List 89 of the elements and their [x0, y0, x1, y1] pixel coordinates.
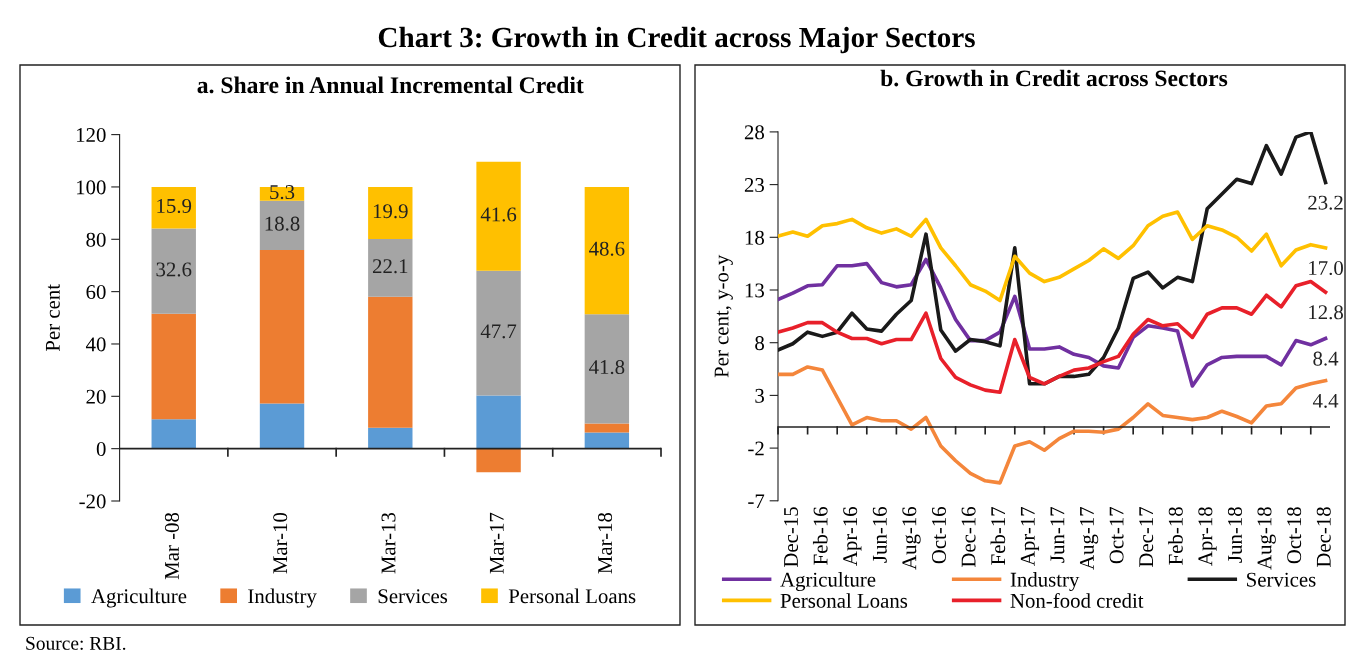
y-axis-title: Per cent, y-o-y — [714, 254, 733, 378]
data-label: 5.3 — [270, 185, 295, 200]
data-label: 15.9 — [157, 198, 192, 214]
x-tick-label: Aug-16 — [902, 506, 921, 570]
x-tick-label: Jun-18 — [1227, 507, 1242, 563]
x-tick-label: Dec-18 — [1316, 507, 1331, 568]
data-label: 12.8 — [1309, 305, 1343, 320]
y-tick-label: 8 — [755, 336, 765, 351]
x-tick-label: Aug-17 — [1079, 506, 1099, 570]
legend-label: Agriculture — [780, 572, 876, 591]
y-tick-label: 20 — [86, 389, 106, 404]
data-label: 17.0 — [1309, 260, 1343, 276]
y-tick-label: 120 — [76, 127, 106, 143]
bar — [368, 239, 413, 297]
bar — [259, 403, 305, 449]
y-tick-label: 40 — [85, 337, 106, 352]
y-tick-label: 60 — [86, 285, 106, 300]
bar — [151, 419, 196, 449]
bar — [476, 161, 521, 271]
data-label: 22.1 — [372, 259, 408, 274]
bar — [151, 313, 196, 420]
data-label: 4.4 — [1312, 393, 1339, 408]
legend-label: Agriculture — [91, 588, 187, 608]
x-tick-label: Oct-16 — [932, 506, 946, 564]
y-tick-label: 3 — [755, 388, 764, 403]
x-tick-label: Feb-16 — [812, 506, 828, 565]
bar — [368, 296, 413, 428]
x-tick-label: Mar-17 — [489, 512, 504, 574]
data-label: 47.7 — [480, 324, 517, 339]
x-tick-label: Apr-18 — [1198, 507, 1217, 566]
bar — [368, 186, 413, 240]
y-tick-label: 100 — [76, 180, 106, 195]
y-tick-label: 80 — [86, 232, 106, 247]
data-label: 41.8 — [589, 359, 625, 375]
data-label: 23.2 — [1308, 195, 1343, 210]
chart-title: Chart 3: Growth in Credit across Major Sectors — [378, 26, 975, 54]
x-tick-label: Mar-18 — [598, 512, 613, 574]
y-tick-label: 13 — [745, 283, 764, 298]
data-label: 18.8 — [265, 216, 300, 231]
bar — [151, 228, 196, 314]
x-tick-label: Dec-16 — [961, 506, 976, 568]
y-tick-label: -2 — [748, 441, 764, 456]
x-tick-label: Oct-18 — [1287, 507, 1302, 564]
legend-label: Industry — [1010, 572, 1080, 591]
legend-label: Personal Loans — [780, 593, 908, 608]
bar — [476, 395, 521, 449]
bar — [259, 186, 305, 201]
x-tick-label: Aug-18 — [1257, 507, 1276, 570]
data-label: 32.6 — [156, 262, 192, 277]
bar — [151, 186, 196, 229]
x-tick-label: Oct-17 — [1109, 506, 1124, 564]
bar — [476, 448, 521, 473]
x-tick-label: Feb-18 — [1168, 507, 1183, 565]
legend-label: Industry — [248, 588, 317, 608]
x-tick-label: Jun-16 — [872, 506, 887, 563]
data-label: 41.6 — [480, 207, 517, 222]
source-note: Source: RBI. — [26, 636, 126, 650]
y-tick-label: 28 — [744, 125, 765, 140]
bar — [584, 314, 630, 424]
x-tick-label: Mar-10 — [273, 512, 288, 574]
x-tick-label: Mar -08 — [164, 512, 179, 580]
data-label: 48.6 — [589, 241, 625, 256]
x-tick-label: Apr-16 — [843, 506, 862, 566]
data-label: 8.4 — [1313, 351, 1339, 366]
x-tick-label: Apr-17 — [1020, 506, 1040, 566]
y-tick-label: -7 — [748, 494, 765, 509]
legend-label: Personal Loans — [508, 588, 636, 604]
x-tick-label: Dec-17 — [1139, 506, 1154, 568]
chart-title: b. Growth in Credit across Sectors — [880, 69, 1228, 87]
legend-label: Non-food credit — [1010, 592, 1144, 608]
bar — [259, 200, 305, 251]
x-tick-label: Mar-13 — [381, 512, 396, 574]
x-tick-label: Dec-15 — [784, 507, 799, 568]
bar — [259, 250, 305, 404]
legend-label: Services — [1247, 572, 1316, 587]
x-tick-label: Jun-17 — [1050, 506, 1065, 563]
y-tick-label: -20 — [79, 494, 106, 509]
bar — [584, 432, 630, 449]
bar — [476, 270, 521, 396]
y-tick-label: 18 — [745, 230, 765, 245]
x-tick-label: Feb-17 — [990, 506, 1006, 565]
chart-subtitle: a. Share in Annual Incremental Credit — [197, 76, 584, 94]
legend-label: Services — [378, 589, 448, 604]
bar — [584, 186, 630, 315]
y-tick-label: 23 — [744, 178, 764, 193]
y-tick-label: 0 — [96, 442, 106, 457]
y-axis-title: Per cent — [45, 284, 60, 352]
data-label: 19.9 — [373, 204, 408, 219]
bar — [368, 427, 413, 449]
